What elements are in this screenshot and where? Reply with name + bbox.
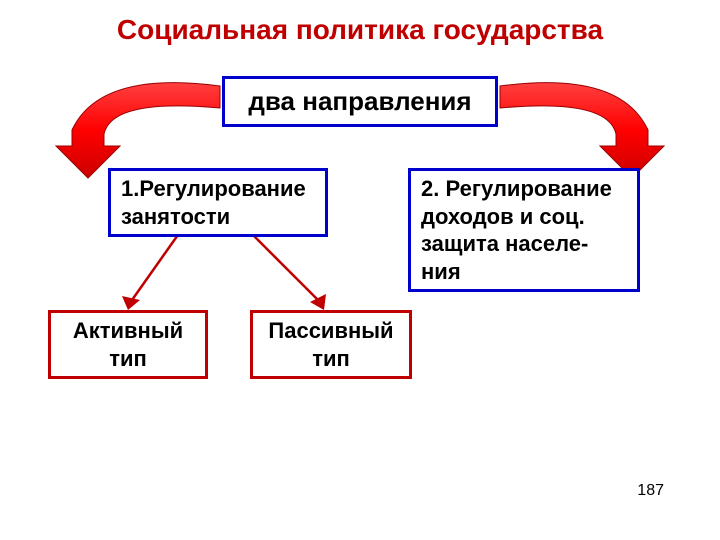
box-1-num: 1. bbox=[121, 176, 139, 201]
box-3: Активный тип bbox=[48, 310, 208, 379]
thin-arrow-right-icon bbox=[250, 232, 326, 310]
box-1-text: Регулирование занятости bbox=[121, 176, 306, 229]
page-number: 187 bbox=[637, 482, 664, 500]
box-4: Пассивный тип bbox=[250, 310, 412, 379]
box-2: 2. Регулирование доходов и соц. защита н… bbox=[408, 168, 640, 292]
box-2-num: 2. bbox=[421, 176, 439, 201]
box-2-text: Регулирование доходов и соц. защита насе… bbox=[421, 176, 612, 284]
box-1: 1.Регулирование занятости bbox=[108, 168, 328, 237]
diagram-title: Социальная политика государства bbox=[0, 14, 720, 46]
center-box: два направления bbox=[222, 76, 498, 127]
thin-arrow-left-icon bbox=[122, 232, 180, 310]
curved-arrow-left-icon bbox=[56, 83, 220, 178]
curved-arrow-right-icon bbox=[500, 83, 664, 178]
